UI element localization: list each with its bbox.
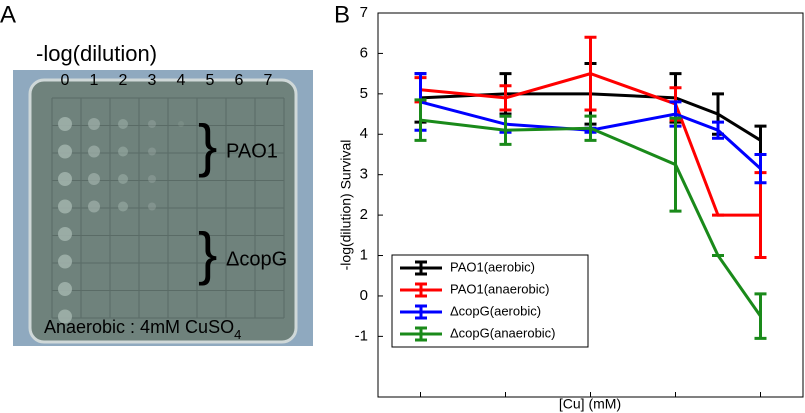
- y-tick-label: 5: [360, 85, 368, 102]
- legend-swatch: [415, 326, 427, 342]
- plate: [28, 78, 298, 344]
- x-axis-label: [Cu] (mM): [559, 396, 621, 412]
- y-tick-label: 7: [360, 4, 368, 21]
- plot: -1 0 1 2 3 4 5 6 7 0 1 2 3 4 PAO1(aerobic) PAO1(anaerob…: [355, 4, 804, 413]
- brace: }: [198, 221, 217, 286]
- colony-spot: [58, 144, 72, 159]
- error-bar: [584, 35, 597, 112]
- series-line: [420, 92, 762, 142]
- colony-spot: [118, 174, 128, 184]
- colony-spot: [58, 227, 72, 241]
- legend-swatch: [415, 304, 427, 320]
- column-label: 0: [61, 72, 70, 89]
- colony-spot: [58, 199, 72, 214]
- x-tick-label: 0: [416, 410, 424, 413]
- error-bar: [584, 114, 597, 142]
- error-bar: [499, 114, 512, 146]
- legend-box: [391, 254, 589, 348]
- series-line: [420, 100, 762, 170]
- y-tick-label: 3: [360, 166, 368, 183]
- colony-spot: [118, 146, 128, 157]
- panel-label: B: [334, 1, 350, 28]
- colony-spot: [148, 202, 156, 211]
- panel-label: A: [0, 1, 16, 28]
- error-bar: [499, 84, 512, 112]
- y-tick-label: 4: [360, 125, 368, 142]
- legend-label: PAO1(anaerobic): [450, 281, 549, 296]
- colony-spot: [58, 172, 72, 186]
- panel-a-title: -log(dilution): [36, 41, 157, 66]
- error-bar: [712, 120, 724, 140]
- condition: Anaerobic : 4mM CuSO4: [44, 317, 241, 343]
- column-label: 7: [264, 72, 273, 89]
- panel-a: A -log(dilution) } } PAO1 ΔcopG Anaerobi…: [0, 1, 313, 346]
- colony-spot: [178, 121, 184, 127]
- series-line: [420, 72, 761, 217]
- y-tick-label: 6: [360, 44, 368, 61]
- column-label: 4: [177, 72, 186, 89]
- colony-spot: [148, 175, 156, 183]
- y-tick-label: 1: [360, 246, 368, 263]
- colony-spot: [88, 173, 100, 185]
- colony-spot: [58, 117, 72, 131]
- brace: }: [198, 113, 217, 178]
- legend: PAO1(aerobic) PAO1(anaerobic) ΔcopG(aerobi…: [391, 254, 589, 348]
- column-label: 2: [119, 72, 128, 89]
- colony-spot: [118, 201, 128, 212]
- colony-spot: [118, 119, 128, 129]
- y-tick-label: 0: [360, 287, 368, 304]
- panel-b: B -log(dilution) Survival [Cu] (mM): [334, 1, 621, 411]
- error-bar: [754, 292, 767, 340]
- error-bar: [754, 124, 767, 156]
- column-label: 6: [235, 72, 244, 89]
- x-tick-label: 2: [586, 410, 594, 413]
- colony-spot: [58, 254, 72, 269]
- colony-spot: [88, 200, 100, 213]
- error-bar: [669, 116, 682, 213]
- x-tick-label: 3: [671, 410, 679, 413]
- colony-spot: [58, 282, 72, 296]
- x-tick-label: 4: [756, 410, 764, 413]
- series-line: [420, 118, 762, 318]
- y-tick-label: -1: [355, 327, 368, 344]
- condition-subscript: 4: [234, 327, 241, 342]
- colony-spot: [58, 309, 72, 324]
- colony-spot: [88, 118, 100, 130]
- legend-label: PAO1(aerobic): [450, 259, 535, 274]
- strain-label: PAO1: [226, 140, 278, 162]
- strain-label: ΔcopG: [226, 248, 287, 270]
- legend-label: ΔcopG(aerobic): [450, 303, 541, 318]
- column-label: 5: [206, 72, 215, 89]
- colony-spot: [148, 120, 156, 128]
- plate-grid: [51, 97, 285, 324]
- colony-spot: [148, 147, 156, 156]
- y-axis-label: -log(dilution) Survival: [338, 140, 354, 271]
- column-label: 3: [148, 72, 157, 89]
- colony-spot: [88, 145, 100, 158]
- y-tick-label: 2: [360, 206, 368, 223]
- legend-label: ΔcopG(anaerobic): [450, 325, 556, 340]
- legend-swatch: [415, 260, 427, 276]
- column-label: 1: [90, 72, 99, 89]
- condition-text: Anaerobic : 4mM CuSO: [44, 317, 234, 337]
- x-tick-label: 1: [501, 410, 509, 413]
- legend-swatch: [415, 282, 427, 298]
- error-bar: [754, 152, 767, 185]
- error-bar: [414, 98, 427, 142]
